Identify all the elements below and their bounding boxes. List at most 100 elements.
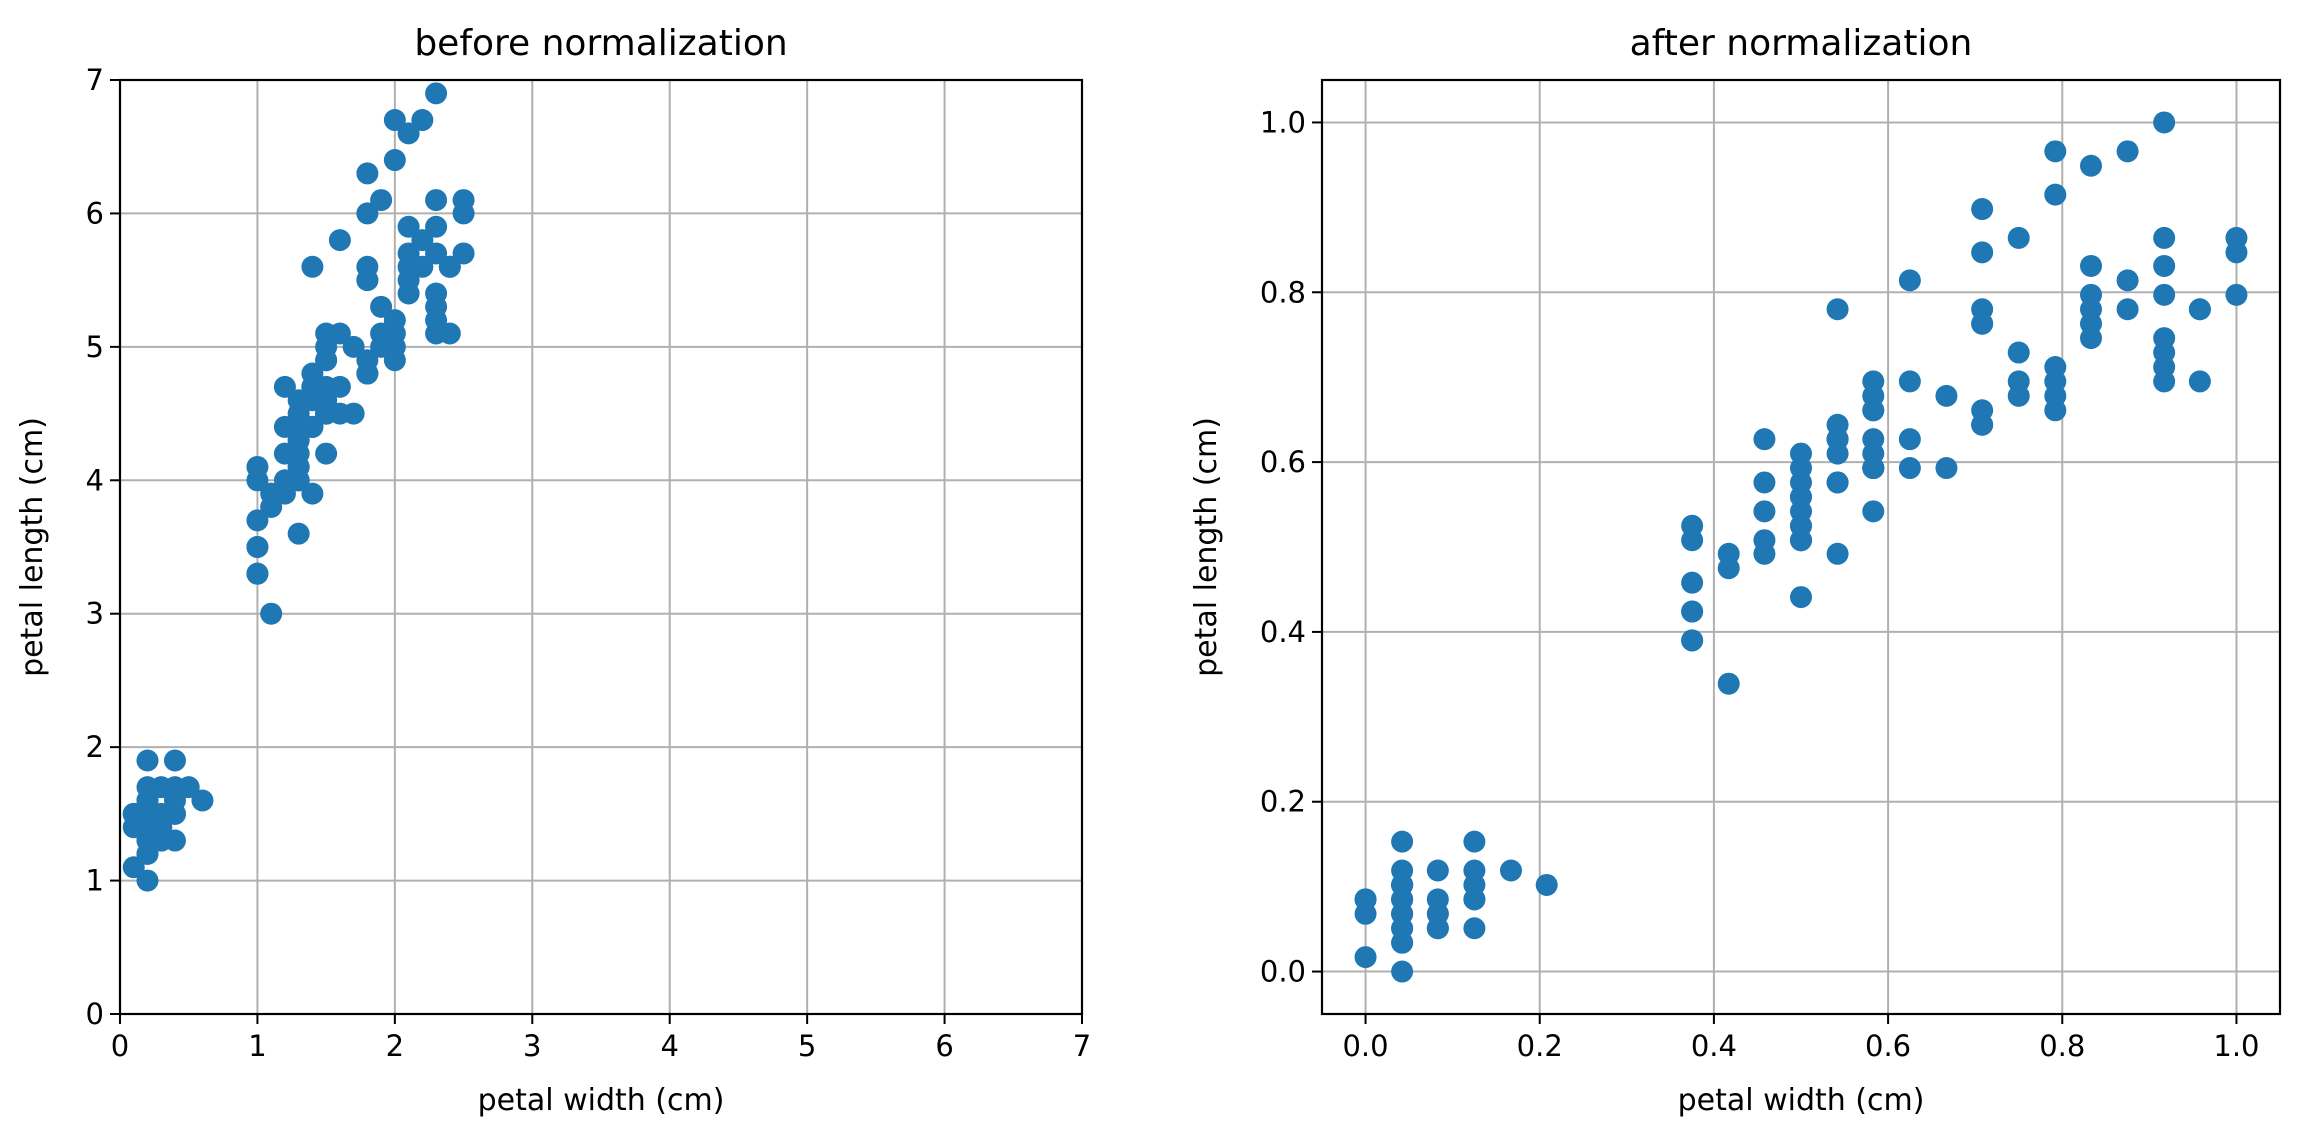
data-point [2225,226,2248,249]
data-point [370,189,393,212]
axis-ticks: 0.0 0.2 0.4 0.6 0.8 1.0 0.0 0.2 0.4 0.6 0.8 1.0 [1260,105,2260,1063]
data-point [246,455,269,478]
data-point [383,349,406,372]
data-point [1426,888,1449,911]
data-point [2153,327,2176,350]
data-point [1391,873,1414,896]
data-point [1463,873,1486,896]
data-point [2044,140,2067,163]
data-point [1971,413,1994,436]
data-point [411,255,434,278]
data-point [383,109,406,132]
data-point [246,562,269,585]
data-point [2044,183,2067,206]
y-tick-label: 3 [86,597,104,631]
x-tick-label: 0.4 [1691,1029,1737,1063]
data-point [383,309,406,332]
data-point [2116,269,2139,292]
data-point [2080,254,2103,277]
data-point [1790,586,1812,609]
data-point [425,242,448,265]
data-point [452,189,475,212]
data-point [273,442,296,465]
data-point [1463,830,1486,853]
x-tick-label: 7 [1073,1029,1091,1063]
data-point [397,122,420,145]
data-point [260,602,283,625]
y-axis-label: petal length (cm) [15,417,50,677]
data-point [287,455,310,478]
data-point [1753,471,1776,494]
data-point [246,536,269,558]
data-point [425,282,448,305]
data-point [2225,283,2248,306]
x-tick-label: 0.2 [1517,1029,1563,1063]
data-point [342,402,365,425]
data-point [122,802,145,825]
data-point [2153,283,2176,306]
data-point [1463,917,1486,940]
data-point [397,282,420,305]
data-point [163,749,186,772]
axes-frame [118,78,1084,1016]
x-axis-label: petal width (cm) [1678,1083,1925,1118]
y-tick-label: 5 [86,330,104,364]
x-tick-label: 4 [660,1029,678,1063]
y-tick-label: 0.6 [1260,445,1306,479]
data-point [287,522,310,545]
data-point [1935,384,1958,407]
data-point [1790,514,1812,537]
data-point [2153,254,2176,277]
data-point [438,255,461,278]
x-tick-label: 2 [386,1029,404,1063]
data-point [1826,471,1849,494]
data-point [273,415,296,438]
chart-title: before normalization [414,23,787,64]
data-point [1790,442,1812,465]
x-tick-label: 0.0 [1342,1029,1388,1063]
y-tick-label: 0.0 [1260,955,1306,989]
data-point [1971,198,1994,221]
data-point [1499,859,1522,882]
data-point [315,322,338,345]
data-point [1898,370,1921,393]
data-point [122,856,145,879]
data-point [356,269,379,292]
data-point [1535,873,1558,896]
data-point [1971,241,1994,264]
data-point [2007,226,2030,249]
data-point [1935,457,1958,480]
y-tick-label: 1 [86,864,104,898]
data-point [2153,111,2176,134]
x-axis-label: petal width (cm) [478,1083,725,1118]
chart-before-normalization: 0 1 2 3 4 5 6 7 0 1 2 3 4 5 6 7 before normalization pe… [15,23,1091,1118]
y-tick-label: 0.8 [1260,275,1306,309]
x-tick-label: 1 [248,1029,266,1063]
y-tick-label: 1.0 [1260,105,1306,139]
data-point [370,295,393,318]
data-point [2044,355,2067,378]
data-point [1753,529,1776,552]
data-point [1354,946,1377,969]
data-point [1391,917,1414,940]
data-point [383,149,406,172]
data-point [301,482,324,505]
x-tick-label: 6 [935,1029,953,1063]
scatter-points [122,82,475,892]
data-point [342,335,365,358]
data-point [1681,514,1704,537]
data-point [1681,600,1704,623]
data-point [301,255,324,278]
data-point [370,335,393,358]
data-point [328,229,351,252]
data-point [425,215,448,238]
data-point [1898,269,1921,292]
data-point [2007,341,2030,364]
data-point [273,375,296,398]
data-point [301,375,324,398]
data-point [136,749,159,772]
data-point [2044,399,2067,422]
data-point [1391,830,1414,853]
data-point [1391,960,1414,983]
